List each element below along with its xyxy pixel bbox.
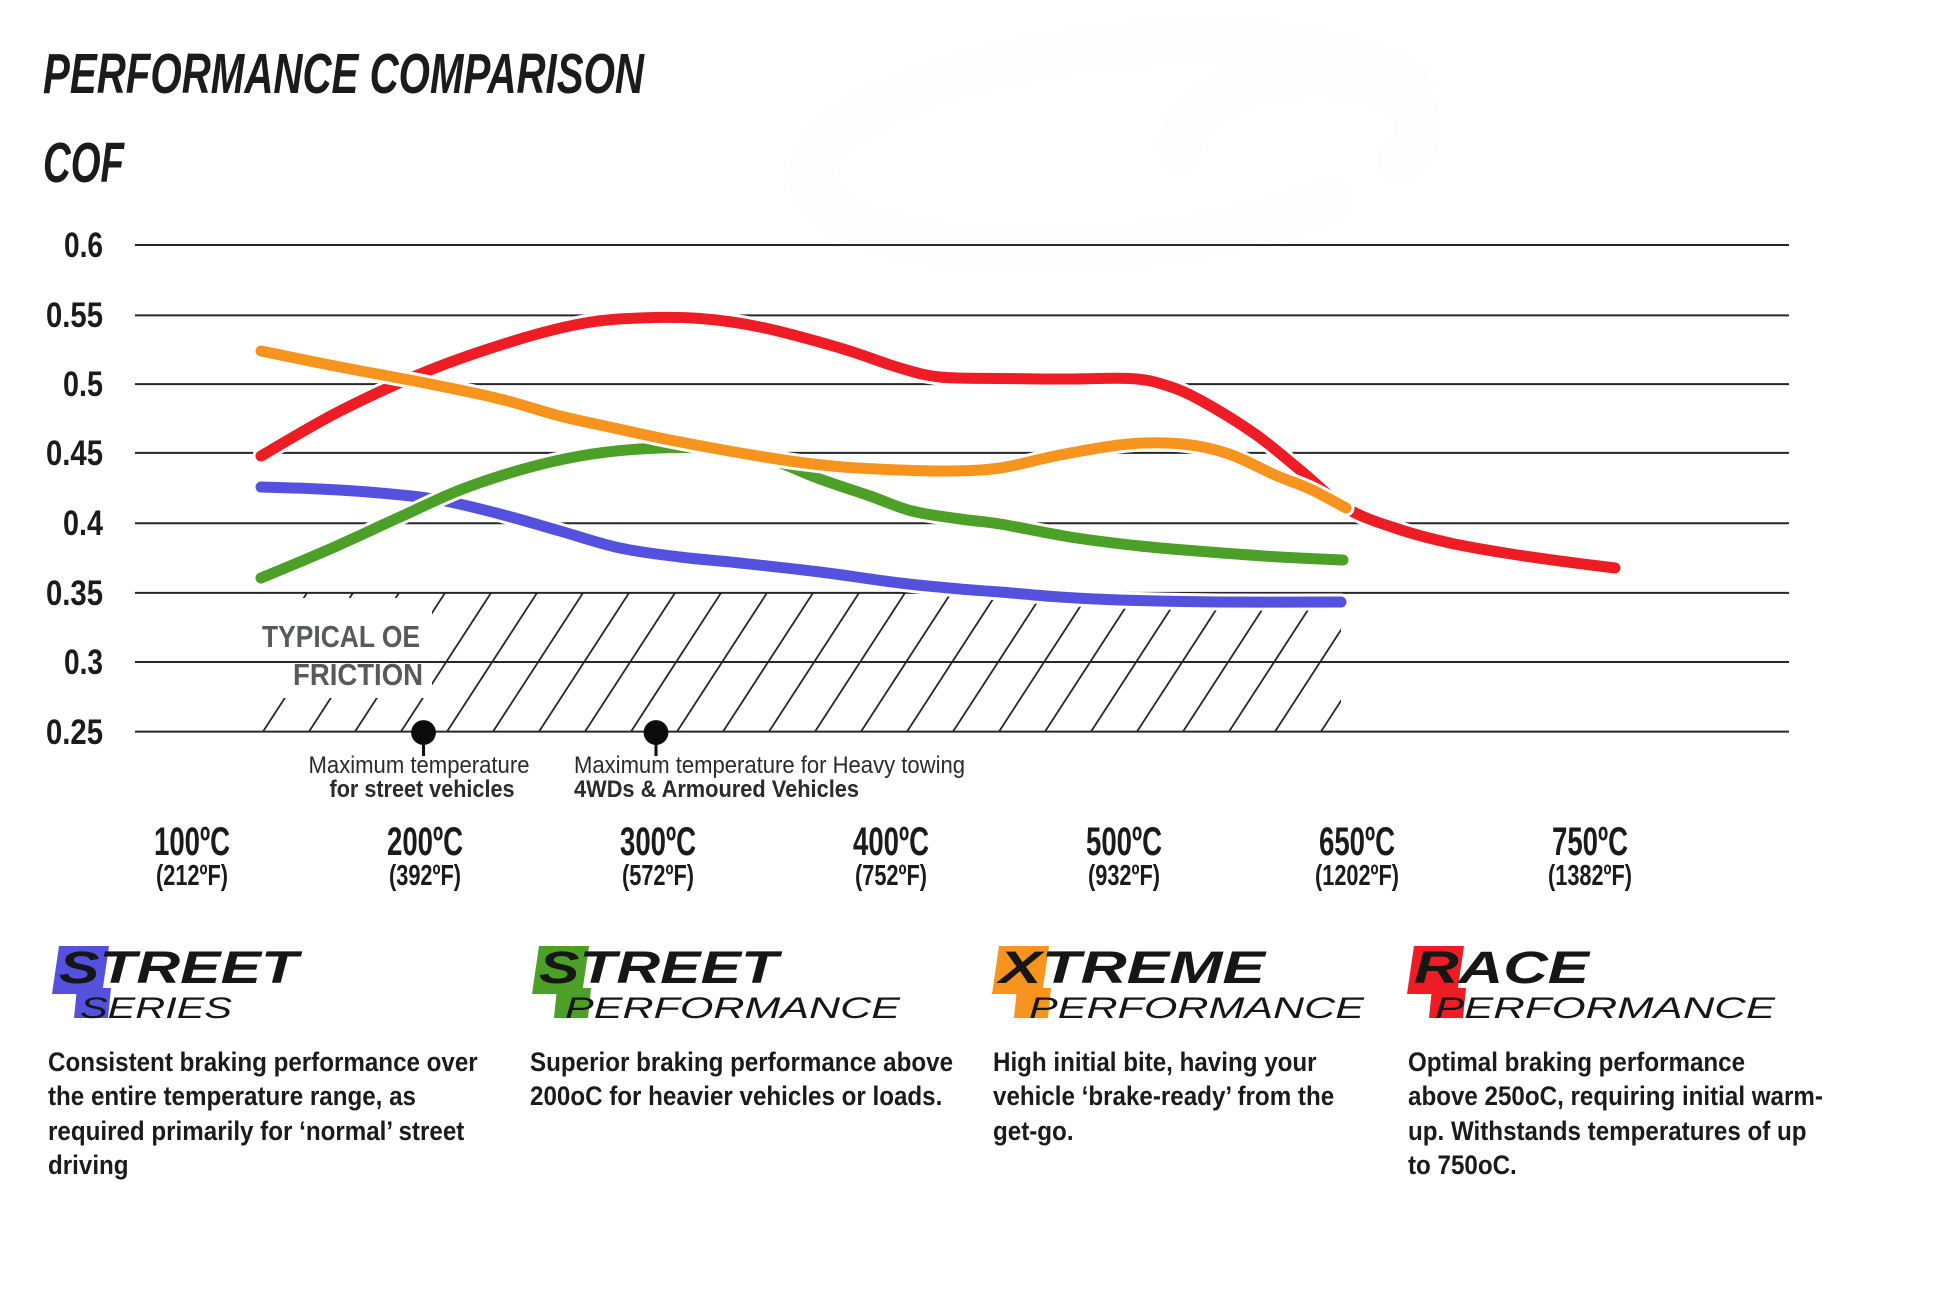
svg-text:RACE: RACE: [1414, 942, 1592, 993]
svg-text:XTREME: XTREME: [995, 942, 1268, 993]
svg-text:(1202ºF): (1202ºF): [1315, 860, 1399, 892]
svg-text:(572ºF): (572ºF): [622, 860, 694, 892]
svg-text:650ºC: 650ºC: [1319, 820, 1395, 864]
svg-text:0.4: 0.4: [63, 504, 103, 543]
svg-text:STREET: STREET: [59, 942, 303, 993]
svg-text:PERFORMANCE COMPARISON: PERFORMANCE COMPARISON: [43, 42, 645, 106]
svg-text:PERFORMANCE: PERFORMANCE: [1435, 992, 1776, 1025]
svg-text:Maximum temperature for Heavy: Maximum temperature for Heavy towing: [574, 752, 965, 779]
svg-text:SERIES: SERIES: [80, 992, 232, 1025]
svg-text:0.55: 0.55: [46, 296, 103, 335]
svg-text:400ºC: 400ºC: [853, 820, 929, 864]
svg-text:0.45: 0.45: [46, 434, 103, 473]
svg-text:4WDs & Armoured Vehicles: 4WDs & Armoured Vehicles: [574, 776, 859, 803]
svg-text:750ºC: 750ºC: [1552, 820, 1628, 864]
svg-text:for street vehicles: for street vehicles: [330, 776, 515, 803]
svg-text:(212ºF): (212ºF): [156, 860, 228, 892]
svg-text:(392ºF): (392ºF): [389, 860, 461, 892]
svg-text:0.3: 0.3: [64, 643, 103, 682]
svg-text:0.6: 0.6: [64, 226, 103, 265]
svg-text:PERFORMANCE: PERFORMANCE: [565, 992, 901, 1025]
svg-text:300ºC: 300ºC: [620, 820, 696, 864]
svg-text:FRICTION: FRICTION: [293, 657, 423, 692]
svg-text:0.35: 0.35: [46, 574, 103, 613]
svg-text:0.25: 0.25: [46, 713, 103, 752]
svg-text:Maximum temperature: Maximum temperature: [309, 752, 530, 779]
svg-text:(752ºF): (752ºF): [855, 860, 927, 892]
svg-text:(932ºF): (932ºF): [1088, 860, 1160, 892]
svg-text:PERFORMANCE: PERFORMANCE: [1029, 992, 1365, 1025]
svg-text:0.5: 0.5: [63, 365, 103, 404]
svg-text:COF: COF: [43, 131, 125, 195]
svg-text:(1382ºF): (1382ºF): [1548, 860, 1632, 892]
svg-text:STREET: STREET: [539, 942, 783, 993]
svg-text:500ºC: 500ºC: [1086, 820, 1162, 864]
svg-text:200ºC: 200ºC: [387, 820, 463, 864]
svg-text:100ºC: 100ºC: [154, 820, 230, 864]
svg-text:TYPICAL OE: TYPICAL OE: [262, 619, 420, 654]
